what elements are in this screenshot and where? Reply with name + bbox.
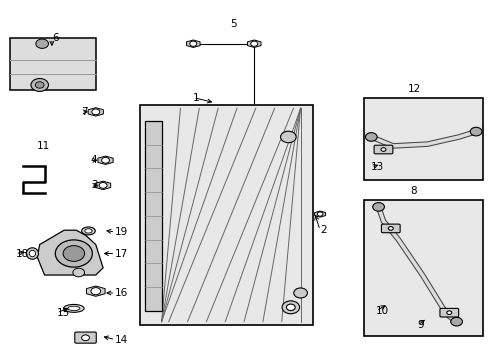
Ellipse shape (68, 306, 80, 311)
Ellipse shape (29, 250, 36, 257)
Text: 7: 7 (81, 107, 87, 117)
Circle shape (293, 288, 307, 298)
Circle shape (380, 148, 385, 151)
Text: 14: 14 (115, 334, 128, 345)
Circle shape (35, 82, 44, 88)
Text: 2: 2 (320, 225, 326, 235)
Text: 6: 6 (52, 33, 59, 43)
Text: 12: 12 (407, 84, 420, 94)
Text: 18: 18 (15, 248, 28, 258)
Circle shape (63, 246, 84, 261)
Text: 8: 8 (409, 186, 416, 196)
Circle shape (250, 41, 257, 46)
Ellipse shape (81, 227, 95, 235)
Polygon shape (37, 230, 103, 275)
FancyBboxPatch shape (439, 309, 458, 317)
Circle shape (317, 212, 322, 216)
Circle shape (36, 39, 48, 48)
Text: 17: 17 (115, 248, 128, 258)
Circle shape (189, 41, 196, 46)
Polygon shape (314, 211, 325, 217)
Circle shape (81, 335, 89, 341)
Ellipse shape (63, 305, 84, 312)
Text: 16: 16 (115, 288, 128, 298)
Circle shape (55, 240, 92, 267)
Bar (140, 105, 312, 325)
Circle shape (286, 304, 295, 311)
Text: 19: 19 (115, 227, 128, 237)
Text: 13: 13 (370, 162, 384, 172)
Polygon shape (88, 108, 103, 116)
Circle shape (446, 311, 451, 315)
Bar (363, 200, 483, 336)
Circle shape (469, 127, 481, 136)
Text: 1: 1 (193, 93, 200, 103)
Polygon shape (98, 156, 113, 165)
Ellipse shape (84, 229, 92, 233)
Circle shape (450, 318, 462, 326)
Circle shape (365, 133, 376, 141)
Polygon shape (186, 40, 200, 48)
Bar (363, 98, 483, 180)
FancyBboxPatch shape (381, 224, 399, 233)
FancyBboxPatch shape (373, 145, 392, 154)
Bar (10, 39, 96, 90)
Circle shape (92, 109, 100, 115)
Text: 5: 5 (229, 19, 236, 29)
Text: 15: 15 (57, 308, 70, 318)
Polygon shape (86, 286, 105, 296)
Ellipse shape (26, 248, 39, 259)
Text: 11: 11 (37, 141, 50, 151)
Circle shape (102, 157, 109, 163)
Circle shape (91, 288, 101, 295)
Circle shape (73, 268, 84, 277)
Polygon shape (247, 40, 261, 48)
Text: 9: 9 (417, 320, 424, 330)
Circle shape (387, 226, 392, 230)
Text: 4: 4 (91, 155, 97, 165)
FancyBboxPatch shape (75, 332, 96, 343)
Circle shape (31, 78, 48, 91)
Text: 10: 10 (375, 306, 388, 316)
Circle shape (280, 131, 296, 143)
Circle shape (99, 183, 107, 188)
Polygon shape (95, 181, 110, 190)
Circle shape (372, 203, 384, 211)
Circle shape (282, 301, 299, 314)
Text: 3: 3 (91, 180, 97, 190)
Bar (144, 121, 161, 311)
